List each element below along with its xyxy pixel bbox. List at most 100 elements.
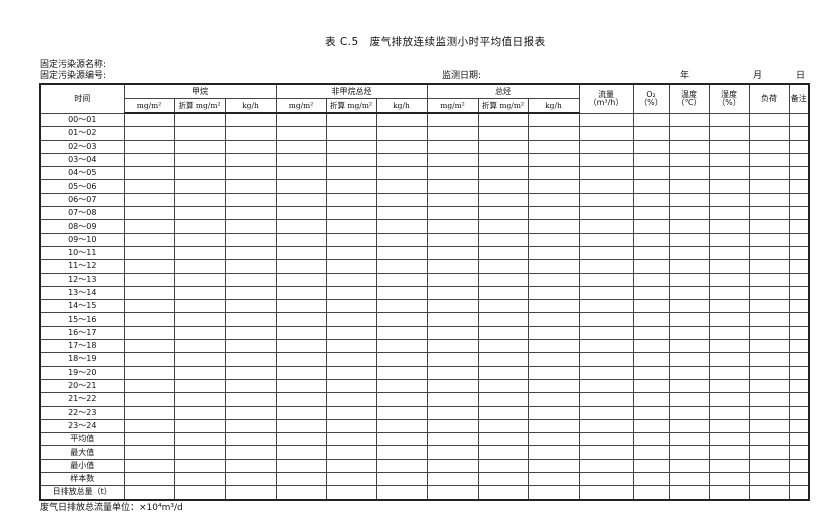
data-cell[interactable] [426,378,479,394]
data-cell[interactable] [788,285,810,301]
data-cell[interactable] [632,285,670,301]
data-cell[interactable] [375,192,428,208]
data-cell[interactable] [477,458,529,474]
data-cell[interactable] [788,192,810,208]
data-cell[interactable] [708,259,750,274]
data-cell[interactable] [748,432,790,447]
data-cell[interactable] [375,472,428,487]
data-cell[interactable] [788,166,810,181]
data-cell[interactable] [632,352,670,367]
data-cell[interactable] [527,392,580,407]
data-cell[interactable] [426,472,479,487]
data-cell[interactable] [708,445,750,460]
data-cell[interactable] [788,259,810,274]
data-cell[interactable] [123,152,175,168]
data-cell[interactable] [426,299,479,314]
data-cell[interactable] [708,206,750,221]
data-cell[interactable] [578,179,634,194]
data-cell[interactable] [632,312,670,327]
data-cell[interactable] [173,179,226,194]
data-cell[interactable] [527,192,580,208]
data-cell[interactable] [788,378,810,394]
data-cell[interactable] [527,166,580,181]
data-cell[interactable] [375,405,428,420]
data-cell[interactable] [578,219,634,234]
data-cell[interactable] [477,112,529,128]
data-cell[interactable] [477,126,529,141]
data-cell[interactable] [708,272,750,287]
data-cell[interactable] [325,166,377,181]
data-cell[interactable] [668,392,710,407]
data-cell[interactable] [527,312,580,327]
data-cell[interactable] [527,325,580,341]
data-cell[interactable] [426,339,479,354]
data-cell[interactable] [632,392,670,407]
data-cell[interactable] [375,139,428,154]
data-cell[interactable] [708,179,750,194]
data-cell[interactable] [275,166,327,181]
data-cell[interactable] [426,166,479,181]
data-cell[interactable] [173,206,226,221]
data-cell[interactable] [632,206,670,221]
data-cell[interactable] [527,405,580,420]
data-cell[interactable] [224,126,277,141]
data-cell[interactable] [325,378,377,394]
data-cell[interactable] [123,339,175,354]
data-cell[interactable] [275,206,327,221]
data-cell[interactable] [275,245,327,261]
data-cell[interactable] [123,272,175,287]
data-cell[interactable] [123,378,175,394]
data-cell[interactable] [123,418,175,434]
data-cell[interactable] [477,166,529,181]
data-cell[interactable] [173,325,226,341]
data-cell[interactable] [275,152,327,168]
data-cell[interactable] [632,192,670,208]
data-cell[interactable] [123,325,175,341]
data-cell[interactable] [578,365,634,380]
data-cell[interactable] [578,272,634,287]
data-cell[interactable] [708,365,750,380]
data-cell[interactable] [375,259,428,274]
data-cell[interactable] [477,206,529,221]
data-cell[interactable] [748,405,790,420]
data-cell[interactable] [527,352,580,367]
data-cell[interactable] [426,352,479,367]
data-cell[interactable] [123,206,175,221]
data-cell[interactable] [426,392,479,407]
data-cell[interactable] [224,259,277,274]
data-cell[interactable] [708,219,750,234]
data-cell[interactable] [788,126,810,141]
data-cell[interactable] [748,272,790,287]
data-cell[interactable] [632,472,670,487]
data-cell[interactable] [632,166,670,181]
data-cell[interactable] [668,472,710,487]
data-cell[interactable] [748,392,790,407]
data-cell[interactable] [173,152,226,168]
data-cell[interactable] [578,206,634,221]
data-cell[interactable] [426,285,479,301]
data-cell[interactable] [275,126,327,141]
data-cell[interactable] [426,432,479,447]
data-cell[interactable] [123,166,175,181]
data-cell[interactable] [375,378,428,394]
data-cell[interactable] [426,259,479,274]
data-cell[interactable] [224,179,277,194]
data-cell[interactable] [325,206,377,221]
data-cell[interactable] [748,152,790,168]
data-cell[interactable] [123,232,175,247]
data-cell[interactable] [477,405,529,420]
data-cell[interactable] [173,259,226,274]
data-cell[interactable] [748,219,790,234]
data-cell[interactable] [477,339,529,354]
data-cell[interactable] [748,259,790,274]
data-cell[interactable] [275,352,327,367]
data-cell[interactable] [275,219,327,234]
data-cell[interactable] [668,245,710,261]
data-cell[interactable] [224,299,277,314]
data-cell[interactable] [527,285,580,301]
data-cell[interactable] [788,392,810,407]
data-cell[interactable] [173,285,226,301]
data-cell[interactable] [375,418,428,434]
data-cell[interactable] [578,325,634,341]
data-cell[interactable] [748,365,790,380]
